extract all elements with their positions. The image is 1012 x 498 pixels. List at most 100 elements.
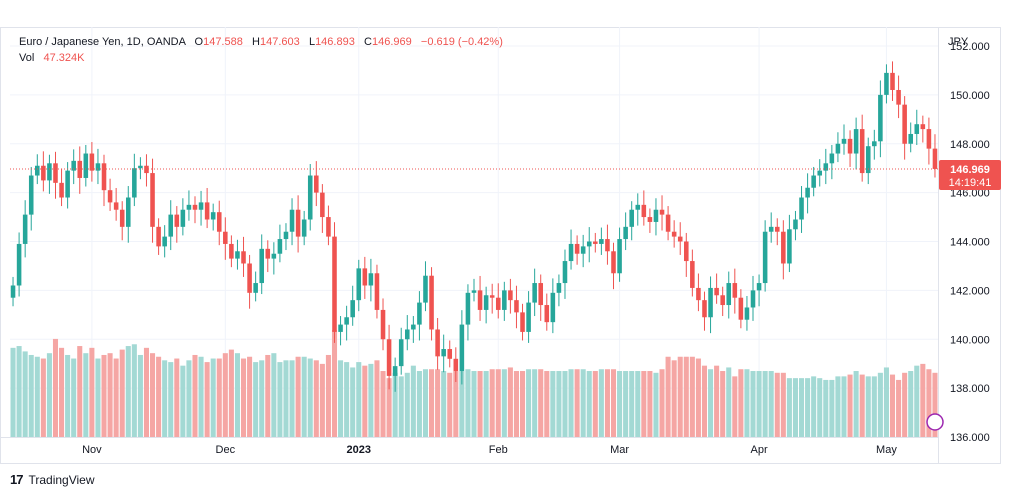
volume-bar bbox=[404, 372, 410, 437]
candle-body bbox=[65, 170, 70, 198]
volume-bar bbox=[192, 354, 198, 437]
candle-body bbox=[859, 129, 865, 174]
candle-body bbox=[635, 204, 641, 210]
candle-body bbox=[28, 175, 34, 215]
volume-bar bbox=[695, 358, 701, 437]
candle-body bbox=[223, 231, 228, 244]
candle-body bbox=[47, 163, 52, 181]
volume-bar bbox=[356, 362, 362, 437]
volume-bar bbox=[580, 369, 586, 437]
volume-bar bbox=[435, 369, 441, 437]
volume-bar bbox=[902, 372, 908, 437]
candle-body bbox=[113, 202, 119, 210]
volume-bar bbox=[313, 360, 319, 437]
candle-body bbox=[550, 292, 556, 323]
candle-body bbox=[168, 214, 174, 237]
candle-body bbox=[89, 153, 95, 171]
volume-bar bbox=[295, 356, 301, 437]
y-tick-label: 138.000 bbox=[950, 383, 990, 395]
candle-body bbox=[265, 248, 271, 259]
candle-body bbox=[332, 236, 337, 332]
volume-bar bbox=[307, 358, 313, 437]
volume-bar bbox=[865, 376, 871, 437]
candle-body bbox=[738, 297, 744, 320]
volume-bar bbox=[883, 367, 889, 437]
volume-bar bbox=[805, 378, 811, 437]
candle-body bbox=[914, 124, 920, 134]
candle-body bbox=[611, 251, 616, 274]
candle-body bbox=[926, 129, 932, 149]
candle-body bbox=[162, 236, 167, 247]
volume-bar bbox=[920, 363, 926, 437]
volume-bar bbox=[635, 371, 641, 437]
volume-bar bbox=[586, 371, 592, 437]
volume-bar bbox=[829, 379, 835, 437]
candle-body bbox=[920, 124, 926, 130]
candle-body bbox=[653, 209, 659, 222]
volume-bar bbox=[483, 371, 489, 437]
open-value: 147.588 bbox=[203, 36, 243, 48]
open-label: O bbox=[194, 36, 204, 48]
volume-bar bbox=[489, 369, 495, 437]
candle-body bbox=[696, 287, 701, 301]
candle-body bbox=[629, 209, 634, 227]
volume-bar bbox=[71, 358, 77, 437]
candle-body bbox=[526, 302, 531, 332]
x-tick-label: Mar bbox=[610, 444, 629, 456]
candle-body bbox=[119, 209, 125, 227]
candle-body bbox=[459, 324, 465, 372]
candle-body bbox=[605, 239, 610, 252]
candle-body bbox=[593, 241, 598, 244]
candle-body bbox=[787, 229, 792, 264]
volume-bar bbox=[774, 372, 780, 437]
x-tick-label: Dec bbox=[216, 444, 236, 456]
candle-body bbox=[125, 197, 131, 227]
volume-bar bbox=[277, 362, 283, 437]
candle-body bbox=[477, 290, 483, 310]
volume-bar bbox=[859, 374, 865, 437]
volume-bar bbox=[732, 376, 738, 437]
volume-bar bbox=[180, 365, 186, 437]
candle-body bbox=[647, 217, 653, 222]
candle-body bbox=[35, 165, 40, 176]
candle-body bbox=[878, 94, 883, 142]
candle-body bbox=[174, 214, 180, 227]
candle-body bbox=[441, 349, 446, 357]
candle-body bbox=[271, 253, 277, 259]
volume-bar bbox=[495, 369, 501, 437]
candle-body bbox=[762, 231, 768, 284]
volume-bar bbox=[550, 371, 556, 437]
candle-body bbox=[908, 133, 913, 144]
candle-body bbox=[138, 165, 143, 169]
candle-body bbox=[896, 89, 901, 105]
tradingview-brand[interactable]: 17 TradingView bbox=[10, 472, 95, 487]
candle-body bbox=[253, 283, 258, 293]
volume-bar bbox=[46, 353, 52, 437]
candle-body bbox=[344, 317, 349, 325]
volume-bar bbox=[28, 354, 34, 437]
candle-body bbox=[756, 283, 762, 291]
volume-bar bbox=[823, 379, 829, 437]
volume-bar bbox=[259, 360, 265, 437]
event-icon[interactable] bbox=[926, 413, 944, 431]
volume-bar bbox=[562, 371, 568, 437]
candle-body bbox=[702, 300, 707, 318]
close-value: 146.969 bbox=[371, 36, 412, 48]
volume-value: 47.324K bbox=[43, 52, 85, 64]
currency-label: JPY bbox=[948, 36, 969, 48]
candle-body bbox=[599, 239, 604, 244]
volume-bar bbox=[671, 360, 677, 437]
volume-bar bbox=[447, 372, 453, 437]
volume-bar bbox=[507, 367, 513, 437]
candle-body bbox=[659, 209, 665, 215]
y-tick-label: 152.000 bbox=[950, 41, 990, 53]
candle-body bbox=[890, 72, 895, 90]
volume-bar bbox=[289, 360, 295, 437]
volume-bar bbox=[204, 362, 210, 437]
volume-bar bbox=[283, 360, 289, 437]
volume-bar bbox=[556, 371, 562, 437]
volume-bar bbox=[331, 330, 338, 437]
candle-body bbox=[295, 209, 301, 237]
